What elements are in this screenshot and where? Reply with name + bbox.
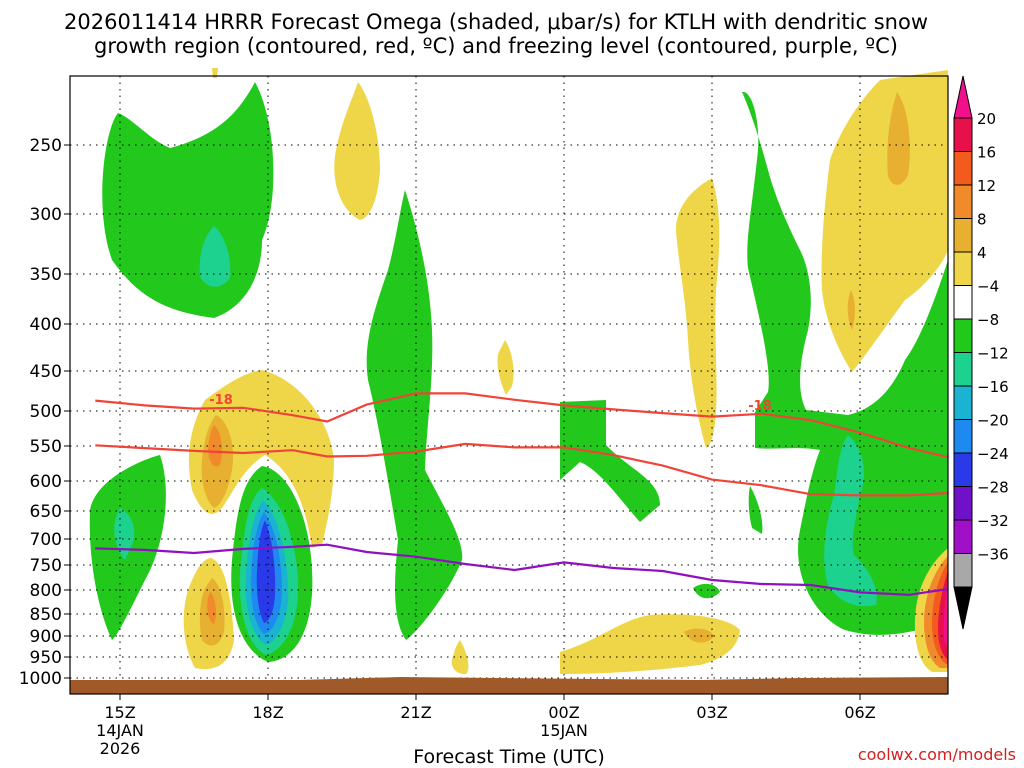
colorbar-label: −36	[977, 546, 1009, 564]
colorbar-swatch	[953, 184, 973, 219]
y-tick-label: 950	[30, 648, 62, 668]
colorbar-swatch	[953, 553, 973, 588]
omega-shading	[89, 68, 948, 675]
colorbar-swatch	[953, 285, 973, 320]
ground-terrain	[70, 677, 948, 694]
colorbar-swatch	[953, 117, 973, 152]
plot-frame	[69, 75, 949, 695]
colorbar-arrow-bottom	[953, 586, 973, 630]
contour-dgz_top_-18C	[95, 392, 949, 459]
x-tick-label: 15Z	[104, 703, 135, 722]
colorbar-swatch	[953, 519, 973, 554]
omega-region-descent-low-03z	[560, 614, 740, 674]
colorbar-label: 8	[977, 211, 987, 229]
colorbar-label: −4	[977, 278, 999, 296]
y-tick-label: 450	[30, 362, 62, 382]
omega-region-ascent-03z	[693, 583, 720, 599]
plot-area: -18 -18	[69, 68, 949, 695]
y-tick-label: 500	[30, 402, 62, 422]
y-tick-label: 1000	[19, 669, 62, 689]
y-tick-label: 650	[30, 502, 62, 522]
y-tick-label: 350	[30, 265, 62, 285]
omega-region-deep-orange-low	[207, 592, 217, 624]
gridlines	[70, 76, 948, 694]
omega-region-ascent-right-edge	[932, 513, 948, 527]
colorbar-swatch	[953, 486, 973, 521]
y-tick-label: 850	[30, 605, 62, 625]
credit-text: coolwx.com/models	[858, 745, 1016, 764]
x-tick-year: 2026	[100, 739, 141, 758]
colorbar-label: 4	[977, 244, 987, 262]
x-tick-date: 15JAN	[540, 721, 588, 740]
omega-region-descent-03z	[676, 178, 720, 448]
colorbar-label: −32	[977, 512, 1009, 530]
omega-region-blue-dark	[256, 520, 276, 623]
omega-region-descent-2330z	[497, 340, 514, 395]
omega-region-teal-upper	[199, 226, 231, 287]
colorbar-label: −24	[977, 445, 1009, 463]
omega-region-strong-descent-5	[943, 580, 948, 648]
colorbar-label: 12	[977, 177, 996, 195]
colorbar-arrow-top	[953, 75, 973, 119]
x-tick-label: 21Z	[400, 703, 431, 722]
omega-region-deep-orange-dgz	[208, 425, 222, 467]
omega-region-descent-dgz	[188, 370, 334, 548]
colorbar-swatch	[953, 452, 973, 487]
omega-region-ascent-left	[102, 82, 274, 318]
omega-region-orange-03z	[684, 628, 714, 643]
omega-region-ascent-east-small	[748, 486, 763, 534]
y-tick-label: 550	[30, 437, 62, 457]
y-tick-label: 400	[30, 315, 62, 335]
colorbar-label: 16	[977, 144, 996, 162]
y-tick-label: 700	[30, 530, 62, 550]
colorbar-swatch	[953, 385, 973, 420]
y-tick-label: 750	[30, 556, 62, 576]
y-tick-label: 800	[30, 581, 62, 601]
colorbar-label: −12	[977, 345, 1009, 363]
y-tick-label: 900	[30, 627, 62, 647]
colorbar-swatch	[953, 352, 973, 387]
chart-title-line1: 2026011414 HRRR Forecast Omega (shaded, …	[64, 10, 928, 34]
omega-region-ascent-21z	[366, 190, 463, 640]
omega-region-ascent-east	[742, 91, 948, 635]
contour-label-dgz-top: -18	[209, 393, 233, 408]
x-tick-label: 03Z	[696, 703, 727, 722]
omega-region-ascent-00z	[560, 400, 660, 522]
colorbar-swatch	[953, 151, 973, 186]
x-tick-label: 06Z	[844, 703, 875, 722]
colorbar: 20 16 12 8 4 −4 −8 −12 −16 −20 −24 −28 −32 −36	[953, 75, 1009, 630]
colorbar-label: −20	[977, 412, 1009, 430]
colorbar-swatch	[953, 218, 973, 253]
x-axis-label: Forecast Time (UTC)	[413, 746, 604, 768]
contour-dgz_bottom_-12C	[95, 442, 949, 497]
omega-region-orange-east-2	[847, 290, 855, 330]
temperature-contours	[95, 392, 949, 596]
omega-region-teal-sw	[114, 508, 135, 560]
colorbar-swatch	[953, 251, 973, 286]
y-tick-label: 600	[30, 472, 62, 492]
omega-region-orange-east	[887, 92, 910, 185]
y-tick-label: 300	[30, 205, 62, 225]
contour-freezing_level_0C	[95, 543, 949, 596]
omega-region-teal-east	[824, 435, 877, 607]
colorbar-swatch	[953, 419, 973, 454]
colorbar-swatch	[953, 318, 973, 353]
x-tick-date: 14JAN	[96, 721, 144, 740]
colorbar-label: −16	[977, 378, 1009, 396]
colorbar-label: −8	[977, 311, 999, 329]
y-tick-label: 250	[30, 136, 62, 156]
x-tick-label: 18Z	[252, 703, 283, 722]
y-axis: 2503003504004505005506006507007508008509…	[19, 136, 70, 689]
colorbar-label: 20	[977, 110, 996, 128]
colorbar-label: −28	[977, 479, 1009, 497]
omega-region-descent-20z	[334, 82, 380, 220]
contour-label-dgz-top-2: -18	[748, 399, 772, 414]
x-tick-label: 00Z	[548, 703, 579, 722]
chart-title-line2: growth region (contoured, red, ºC) and f…	[94, 34, 898, 58]
